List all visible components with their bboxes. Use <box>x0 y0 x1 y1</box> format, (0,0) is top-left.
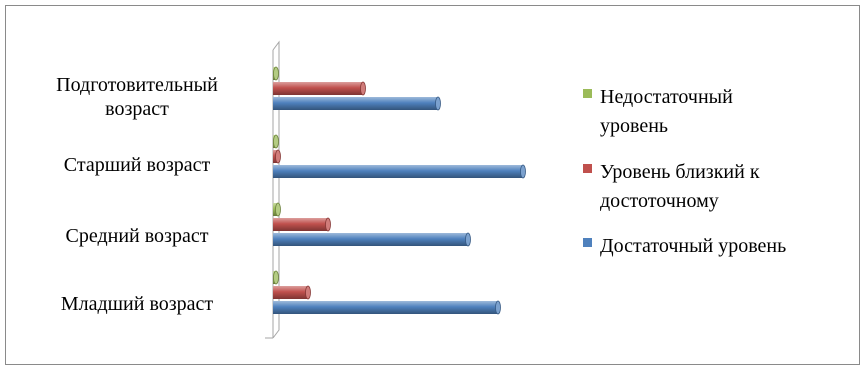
category-label: Младший возраст <box>61 293 214 315</box>
chart-legend: Недостаточный уровень Уровень близкий к дос… <box>583 86 786 257</box>
bar-3-0 <box>273 270 279 285</box>
chart-bars <box>273 66 526 315</box>
legend-label: Достаточный уровень <box>600 235 786 257</box>
bar-2-1 <box>273 217 331 232</box>
legend-item: Уровень близкий к достоточному <box>583 161 760 212</box>
legend-item: Достаточный уровень <box>583 235 786 257</box>
bar-1-2 <box>273 164 526 179</box>
bar-3-1 <box>273 285 311 300</box>
legend-label: Уровень близкий к достоточному <box>600 161 760 212</box>
legend-swatch <box>583 164 592 173</box>
bar-0-1 <box>273 81 366 96</box>
bar-2-0 <box>273 202 281 217</box>
legend-item: Недостаточный уровень <box>583 86 733 137</box>
bar-0-0 <box>273 66 279 81</box>
category-label: Старший возраст <box>64 154 211 176</box>
bar-0-2 <box>273 96 441 111</box>
bar-3-2 <box>273 300 501 315</box>
legend-swatch <box>583 89 592 98</box>
legend-label: Недостаточный уровень <box>600 86 733 137</box>
chart-side-wall <box>272 40 280 339</box>
category-labels: Подготовительный возраст Старший возраст Ср… <box>56 74 218 315</box>
legend-swatch <box>583 238 592 247</box>
bar-2-2 <box>273 232 471 247</box>
bar-1-0 <box>273 134 279 149</box>
category-label: Подготовительный возраст <box>56 74 218 120</box>
bar-1-1 <box>273 149 281 164</box>
category-label: Средний возраст <box>66 225 209 247</box>
